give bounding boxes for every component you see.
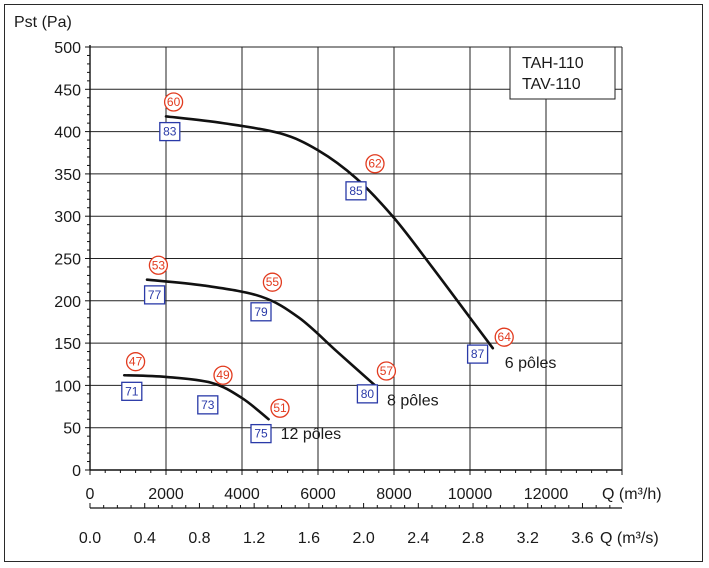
square-marker — [356, 384, 379, 404]
square-marker — [197, 395, 219, 415]
curve-markers: 60 62 64 83 85 87 53 55 57 77 79 80 47 49 51 71 73 75 — [121, 92, 514, 444]
square-marker-label: 75 — [254, 427, 268, 441]
curve-6-poles — [164, 115, 495, 350]
y-axis-title: Pst (Pa) — [14, 14, 72, 31]
y-tick-label: 50 — [63, 421, 81, 438]
curve-12-poles — [122, 373, 270, 421]
square-marker — [121, 381, 143, 401]
circle-marker — [376, 361, 397, 381]
circle-marker-label: 51 — [273, 401, 287, 415]
y-tick-label: 250 — [54, 252, 81, 269]
x-tick-label: 10000 — [448, 486, 493, 503]
legend-box: TAH-110 TAV-110 — [509, 46, 616, 100]
curve-8-poles — [145, 278, 377, 387]
square-marker — [345, 181, 367, 201]
circle-marker-label: 47 — [129, 355, 143, 369]
x-tick-label-secondary: 1.6 — [298, 530, 320, 547]
circle-marker — [163, 92, 184, 112]
square-marker — [250, 423, 272, 444]
legend-entry-tah: TAH-110 — [522, 55, 584, 72]
y-tick-label: 450 — [54, 82, 81, 99]
circle-marker-label: 64 — [498, 330, 512, 344]
curve-label: 6 pôles — [505, 355, 557, 372]
circle-marker — [148, 255, 169, 275]
y-tick-label: 350 — [54, 167, 81, 184]
square-marker-label: 71 — [125, 384, 139, 398]
square-marker-label: 85 — [349, 184, 363, 198]
x-axis-title-primary: Q (m³/h) — [602, 486, 662, 503]
x-axis-title-secondary: Q (m³/s) — [600, 530, 659, 547]
circle-marker — [494, 327, 514, 347]
square-marker-label: 87 — [471, 347, 485, 361]
x-tick-label-secondary: 2.4 — [407, 530, 429, 547]
square-marker — [250, 302, 272, 322]
square-marker — [159, 121, 181, 142]
grid-lines — [90, 46, 623, 470]
curve-label: 12 pôles — [281, 426, 342, 443]
circle-marker-label: 53 — [152, 258, 166, 272]
x-tick-label: 0 — [86, 486, 95, 503]
circle-marker-label: 55 — [266, 275, 280, 289]
circle-marker — [365, 154, 385, 174]
x-tick-label-secondary: 3.2 — [517, 530, 539, 547]
legend-entry-tav: TAV-110 — [522, 76, 581, 93]
circle-marker — [213, 365, 233, 385]
performance-curves: 6 pôles 8 pôles 12 pôles — [122, 115, 557, 443]
circle-marker — [270, 398, 290, 418]
square-marker-label: 73 — [201, 398, 215, 412]
y-tick-label: 200 — [54, 294, 81, 311]
circle-marker-label: 62 — [368, 157, 382, 171]
x-tick-label: 2000 — [148, 486, 184, 503]
x-tick-label-secondary: 0.4 — [134, 530, 156, 547]
square-marker — [466, 344, 489, 364]
x-tick-label-secondary: 0.8 — [188, 530, 210, 547]
x-tick-label: 12000 — [524, 486, 569, 503]
x-tick-label: 8000 — [376, 486, 412, 503]
circle-marker-label: 60 — [167, 95, 181, 109]
y-tick-label: 500 — [54, 40, 81, 57]
circle-marker-label: 57 — [380, 364, 394, 378]
curve-label: 8 pôles — [387, 392, 439, 409]
circle-marker — [262, 272, 283, 292]
circle-marker-label: 49 — [216, 368, 230, 382]
square-marker-label: 83 — [163, 125, 177, 139]
square-marker-label: 79 — [254, 305, 268, 319]
square-marker-label: 80 — [361, 387, 375, 401]
x-tick-label: 6000 — [300, 486, 336, 503]
y-tick-label: 300 — [54, 209, 81, 226]
y-tick-label: 400 — [54, 125, 81, 142]
y-tick-label: 150 — [54, 336, 81, 353]
square-marker — [143, 285, 166, 305]
axes — [85, 45, 623, 509]
x-tick-label: 4000 — [224, 486, 260, 503]
x-tick-label-secondary: 2.0 — [352, 530, 374, 547]
y-tick-label: 0 — [72, 463, 81, 480]
x-tick-label-secondary: 0.0 — [79, 530, 101, 547]
square-marker-label: 77 — [148, 288, 162, 302]
y-tick-label: 100 — [54, 378, 81, 395]
tick-labels: 0 50 100 150 200 250 300 350 400 450 500 0 2000 4000 6… — [54, 40, 593, 547]
x-tick-label-secondary: 3.6 — [571, 530, 593, 547]
x-tick-label-secondary: 1.2 — [243, 530, 265, 547]
legend-frame — [509, 46, 616, 100]
x-tick-label-secondary: 2.8 — [462, 530, 484, 547]
circle-marker — [125, 352, 146, 372]
